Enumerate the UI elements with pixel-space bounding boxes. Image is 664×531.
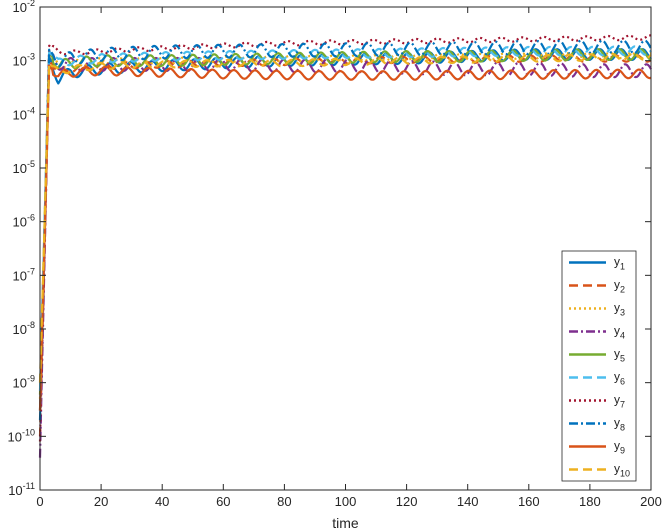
legend: y1 y2 y3 y4 y5 y6 y7 y8 y9 y10 xyxy=(561,250,637,482)
series-line-y4 xyxy=(38,51,652,458)
x-tick-label: 160 xyxy=(518,494,540,509)
x-tick-label: 20 xyxy=(94,494,108,509)
legend-label-y10: y10 xyxy=(614,462,630,479)
series-line-y10 xyxy=(38,52,652,383)
x-tick-label: 60 xyxy=(216,494,230,509)
y-tick-label: 10-9 xyxy=(13,374,35,391)
legend-label-y7: y7 xyxy=(614,393,625,410)
series-line-y8 xyxy=(38,39,652,421)
y-tick-label: 10-11 xyxy=(8,481,35,498)
axes: 0 20 40 60 80 100 120 140 160 180 200 10-11 10-10 10-… xyxy=(8,0,662,509)
y-tick-label: 10-6 xyxy=(13,213,35,230)
legend-label-y1: y1 xyxy=(614,255,625,272)
legend-label-y3: y3 xyxy=(614,301,625,318)
legend-label-y6: y6 xyxy=(614,370,625,387)
y-tick-label: 10-7 xyxy=(13,266,35,283)
series-line-y5 xyxy=(38,48,652,395)
legend-box xyxy=(561,250,637,482)
x-tick-label: 0 xyxy=(36,494,43,509)
x-tick-label: 140 xyxy=(457,494,479,509)
x-axis-label: time xyxy=(332,515,359,531)
series-line-y7 xyxy=(38,34,652,442)
legend-label-y5: y5 xyxy=(614,347,625,364)
series-layer xyxy=(38,34,652,458)
y-tick-label: 10-10 xyxy=(8,427,35,444)
series-line-y9 xyxy=(38,64,652,411)
x-tick-label: 200 xyxy=(640,494,662,509)
y-tick-label: 10-8 xyxy=(13,320,35,337)
x-tick-label: 120 xyxy=(396,494,418,509)
y-tick-label: 10-5 xyxy=(13,159,35,176)
x-tick-label: 100 xyxy=(335,494,357,509)
legend-label-y9: y9 xyxy=(614,439,625,456)
series-line-y6 xyxy=(38,45,652,392)
y-tick-label: 10-4 xyxy=(13,105,35,122)
legend-label-y2: y2 xyxy=(614,278,625,295)
y-tick-label: 10-3 xyxy=(13,52,35,69)
legend-label-y8: y8 xyxy=(614,416,625,433)
x-tick-label: 180 xyxy=(579,494,601,509)
legend-label-y4: y4 xyxy=(614,324,625,341)
x-tick-label: 40 xyxy=(155,494,169,509)
x-tick-label: 80 xyxy=(277,494,291,509)
y-tick-label: 10-2 xyxy=(13,0,35,15)
